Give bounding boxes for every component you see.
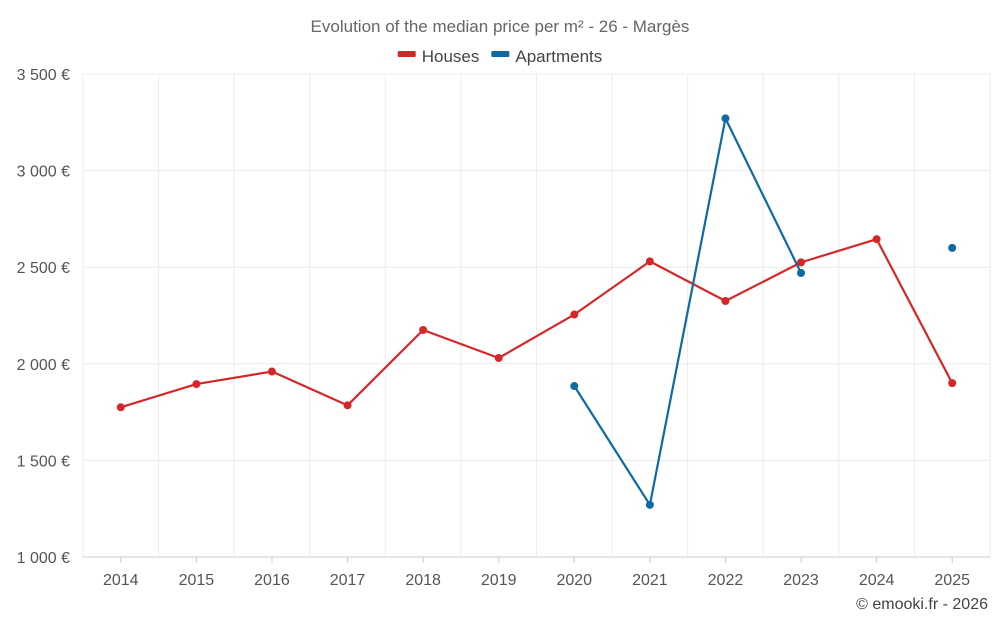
y-axis: 1 000 € 1 500 € 2 000 € 2 500 € 3 000 € 3 500… bbox=[17, 67, 70, 567]
data-point-houses[interactable] bbox=[570, 310, 579, 319]
x-tick-label: 2021 bbox=[632, 572, 668, 589]
data-point-houses[interactable] bbox=[948, 379, 957, 388]
y-tick-label: 3 000 € bbox=[17, 164, 70, 181]
x-tick-label: 2017 bbox=[330, 572, 366, 589]
data-point-houses[interactable] bbox=[645, 257, 654, 266]
x-axis: 2014 2015 2016 2017 2018 2019 2020 2021 2022 2023… bbox=[103, 557, 970, 589]
legend-swatch bbox=[491, 51, 510, 57]
legend-item-apartments[interactable]: Apartments bbox=[491, 47, 602, 66]
series-line-apartments bbox=[573, 117, 803, 506]
x-tick-label: 2023 bbox=[783, 572, 819, 589]
data-point-houses[interactable] bbox=[797, 258, 806, 267]
y-tick-label: 2 500 € bbox=[17, 260, 70, 277]
legend-label: Houses bbox=[422, 47, 480, 66]
data-point-apartments[interactable] bbox=[721, 114, 730, 123]
y-tick-label: 3 500 € bbox=[17, 67, 70, 84]
data-point-houses[interactable] bbox=[494, 354, 503, 363]
series-layer bbox=[116, 114, 957, 509]
x-tick-label: 2014 bbox=[103, 572, 139, 589]
x-tick-label: 2018 bbox=[405, 572, 441, 589]
x-tick-label: 2015 bbox=[179, 572, 215, 589]
series-line-houses bbox=[120, 238, 954, 409]
grid bbox=[82, 73, 991, 558]
data-point-apartments[interactable] bbox=[797, 268, 806, 277]
data-point-houses[interactable] bbox=[116, 403, 125, 412]
series-houses bbox=[116, 235, 957, 412]
x-tick-label: 2024 bbox=[859, 572, 895, 589]
data-point-apartments[interactable] bbox=[645, 500, 654, 509]
legend-item-houses[interactable]: Houses bbox=[397, 47, 480, 66]
data-point-houses[interactable] bbox=[872, 235, 881, 244]
credit-text: © emooki.fr - 2026 bbox=[856, 596, 988, 613]
data-point-houses[interactable] bbox=[721, 297, 730, 306]
series-apartments bbox=[570, 114, 957, 509]
data-point-houses[interactable] bbox=[419, 325, 428, 334]
y-tick-label: 1 000 € bbox=[17, 550, 70, 567]
legend-swatch bbox=[397, 51, 416, 57]
legend-label: Apartments bbox=[515, 47, 602, 66]
y-tick-label: 2 000 € bbox=[17, 357, 70, 374]
x-tick-label: 2020 bbox=[556, 572, 592, 589]
data-point-houses[interactable] bbox=[267, 367, 276, 376]
x-tick-label: 2016 bbox=[254, 572, 290, 589]
data-point-houses[interactable] bbox=[192, 380, 201, 389]
y-tick-label: 1 500 € bbox=[17, 453, 70, 470]
chart-title: Evolution of the median price per m² - 2… bbox=[311, 17, 690, 36]
x-tick-label: 2025 bbox=[934, 572, 970, 589]
x-tick-label: 2019 bbox=[481, 572, 517, 589]
x-tick-label: 2022 bbox=[708, 572, 744, 589]
data-point-apartments[interactable] bbox=[570, 382, 579, 391]
data-point-houses[interactable] bbox=[343, 401, 352, 410]
legend: Houses Apartments bbox=[397, 47, 602, 66]
data-point-apartments[interactable] bbox=[948, 243, 957, 252]
